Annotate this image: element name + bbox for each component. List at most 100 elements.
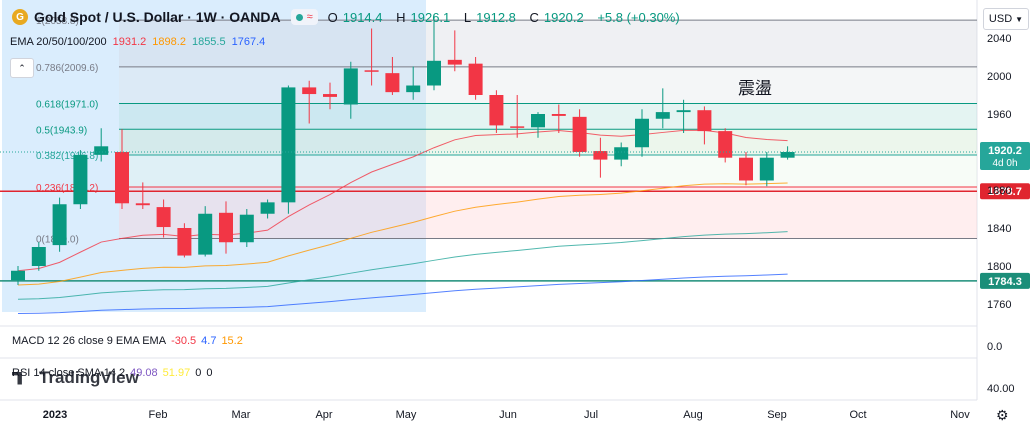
price-tick-label: 2040 [987,33,1011,45]
macd-hist-value: -30.5 [171,335,197,347]
last-price-text: 1920.2 [988,145,1022,157]
ema-100-value: 1855.5 [191,36,226,48]
symbol-title[interactable]: Gold Spot / U.S. Dollar · 1W · OANDA [34,9,281,25]
close-value: 1920.2 [543,9,584,25]
candle-body [281,87,296,203]
candle-body [198,213,213,255]
tradingview-logo-icon [12,371,22,385]
time-tick-label: Aug [683,409,703,421]
candle-body [385,73,400,93]
candle-body [489,95,504,126]
level-price-tag [980,272,1030,289]
rsi-axis-tick: 40.00 [987,383,1015,395]
fib-level-label: 0.618(1971.0) [36,100,98,111]
ema-legend[interactable]: EMA 20/50/100/200 1931.2 1898.2 1855.5 1… [10,36,265,48]
countdown-text: 4d 0h [992,158,1017,169]
time-tick-label: May [396,409,417,421]
candle-body [177,228,192,256]
fib-level-label: 0.236(1883.2) [36,183,98,194]
price-tick-label: 1960 [987,109,1011,121]
ema-legend-label: EMA 20/50/100/200 [10,36,107,48]
fib-zone [119,66,977,104]
candle-body [655,112,670,119]
collapse-legend-button[interactable]: ⌃ [10,58,34,78]
rsi-legend[interactable]: RSI 14 close SMA 14 2 49.08 51.97 0 0 [12,367,212,379]
market-open-icon [295,13,303,21]
time-tick-label: Jul [584,409,598,421]
macd-line-value: 4.7 [201,335,217,347]
time-tick-label: Jun [499,409,517,421]
fib-zone [119,20,977,67]
candle-body [510,126,525,128]
time-tick-label: Nov [950,409,970,421]
replay-wave-icon: ≈ [306,11,313,23]
price-tick-label: 1880 [987,185,1011,197]
ohlc-readout: O 1914.4 H 1926.1 L 1912.8 C 1920.2 +5.8 (+0… [327,9,680,25]
candle-body [759,157,774,181]
candle-body [780,152,795,158]
fib-level-label: 1(2058.8) [36,16,79,27]
ema-line [17,273,788,314]
last-price-tag [980,142,1030,170]
ema-line [17,231,788,300]
time-tick-label: Feb [149,409,168,421]
tradingview-watermark: TradingView [12,368,139,388]
ema-200-value: 1767.4 [231,36,266,48]
rsi-legend-label: RSI 14 close SMA 14 2 [12,367,126,379]
change-value: +5.8 (+0.30%) [597,9,680,25]
candle-body [323,94,337,97]
rsi-extra-1: 0 [195,367,202,379]
candle-body [468,63,483,95]
gear-icon[interactable]: ⚙ [996,407,1009,423]
macd-axis-tick: 0.0 [987,341,1002,353]
level-price-text: 1878.7 [988,186,1022,198]
ema-50-value: 1898.2 [152,36,186,48]
candle-body [447,59,462,65]
candle-body [31,247,46,266]
candle-body [718,131,733,158]
time-tick-label: Mar [232,409,251,421]
currency-selector[interactable]: USD ▼ [983,8,1029,30]
candle-body [239,214,254,243]
price-axis-bg [977,0,1036,433]
time-tick-label: Sep [767,409,787,421]
price-tick-label: 2000 [987,71,1011,83]
open-value: 1914.4 [342,9,383,25]
time-tick-label: 2023 [43,409,67,421]
macd-legend[interactable]: MACD 12 26 close 9 EMA EMA -30.5 4.7 15.… [12,335,243,347]
high-value: 1926.1 [410,9,451,25]
low-value: 1912.8 [476,9,516,25]
fib-zone [119,129,977,156]
candle-body [614,147,629,160]
candle-body [635,118,649,148]
fib-zone [119,155,977,187]
price-tick-label: 1840 [987,223,1011,235]
candle-body [572,116,587,152]
fib-level-label: 0.786(2009.6) [36,63,98,74]
candle-body [11,270,25,281]
candle-body [364,70,379,72]
time-tick-label: Apr [315,409,332,421]
candle-body [531,114,545,128]
level-price-text: 1784.3 [988,276,1022,288]
macd-legend-label: MACD 12 26 close 9 EMA EMA [12,335,167,347]
candle-body [219,212,233,243]
level-price-tag [980,183,1030,200]
candle-body [551,114,566,116]
rsi-sma-value: 51.97 [162,367,191,379]
candle-body [260,202,275,214]
candle-body [697,110,712,132]
chart-annotation: 震盪 [738,79,772,99]
candle-body [593,151,608,160]
candle-body [115,152,129,204]
candle-body [739,157,753,181]
market-status[interactable]: ≈ [290,9,318,25]
gold-coin-icon: G [12,9,28,25]
fib-level-label: 0.382(1916.8) [36,151,98,162]
price-tick-label: 1800 [987,261,1011,273]
rsi-extra-2: 0 [206,367,213,379]
rsi-value: 49.08 [130,367,158,379]
candle-body [427,60,441,86]
date-range-highlight [2,0,426,312]
